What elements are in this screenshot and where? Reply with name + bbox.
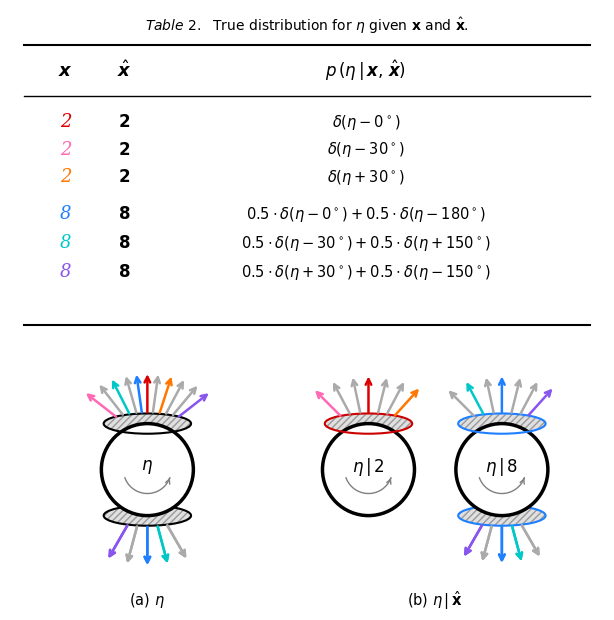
Text: 8: 8: [119, 234, 130, 252]
Text: (b) $\eta\,|\,\hat{\mathbf{x}}$: (b) $\eta\,|\,\hat{\mathbf{x}}$: [408, 589, 463, 612]
Text: $\hat{\boldsymbol{x}}$: $\hat{\boldsymbol{x}}$: [117, 60, 131, 81]
Text: $\delta(\eta - 0^\circ)$: $\delta(\eta - 0^\circ)$: [332, 113, 400, 132]
Text: $0.5 \cdot \delta(\eta - 30^\circ) + 0.5 \cdot \delta(\eta + 150^\circ)$: $0.5 \cdot \delta(\eta - 30^\circ) + 0.5…: [241, 234, 491, 253]
Circle shape: [322, 423, 414, 516]
Text: $\delta(\eta + 30^\circ)$: $\delta(\eta + 30^\circ)$: [327, 167, 405, 187]
Ellipse shape: [458, 414, 546, 434]
Text: 8: 8: [60, 205, 71, 223]
Text: 2: 2: [119, 113, 130, 131]
Text: 8: 8: [119, 263, 130, 281]
Text: 2: 2: [119, 168, 130, 186]
Text: (a) $\eta$: (a) $\eta$: [130, 591, 165, 610]
Text: $p\,(\eta\,|\,\boldsymbol{x},\,\hat{\boldsymbol{x}})$: $p\,(\eta\,|\,\boldsymbol{x},\,\hat{\bol…: [325, 58, 406, 83]
Text: $\delta(\eta - 30^\circ)$: $\delta(\eta - 30^\circ)$: [327, 140, 405, 159]
Text: $\eta\,|\,2$: $\eta\,|\,2$: [352, 456, 385, 478]
Text: 2: 2: [60, 113, 71, 131]
Ellipse shape: [104, 414, 191, 434]
Text: 2: 2: [119, 141, 130, 159]
Text: $0.5 \cdot \delta(\eta + 30^\circ) + 0.5 \cdot \delta(\eta - 150^\circ)$: $0.5 \cdot \delta(\eta + 30^\circ) + 0.5…: [241, 263, 491, 281]
Text: $\eta\,|\,8$: $\eta\,|\,8$: [486, 456, 518, 478]
Text: $\boldsymbol{x}$: $\boldsymbol{x}$: [58, 61, 72, 80]
Circle shape: [101, 423, 193, 516]
Text: $\it{Table\ 2.}$  True distribution for $\eta$ given $\mathbf{x}$ and $\hat{\mat: $\it{Table\ 2.}$ True distribution for $…: [145, 16, 469, 36]
Text: 8: 8: [60, 263, 71, 281]
Ellipse shape: [325, 414, 412, 434]
Text: 2: 2: [60, 141, 71, 159]
Text: 8: 8: [60, 234, 71, 252]
Text: 8: 8: [119, 205, 130, 223]
Text: $0.5 \cdot \delta(\eta - 0^\circ) + 0.5 \cdot \delta(\eta - 180^\circ)$: $0.5 \cdot \delta(\eta - 0^\circ) + 0.5 …: [246, 205, 486, 224]
Ellipse shape: [104, 505, 191, 526]
Text: 2: 2: [60, 168, 71, 186]
Circle shape: [456, 423, 548, 516]
Text: $\eta$: $\eta$: [141, 458, 154, 476]
Ellipse shape: [458, 505, 546, 526]
